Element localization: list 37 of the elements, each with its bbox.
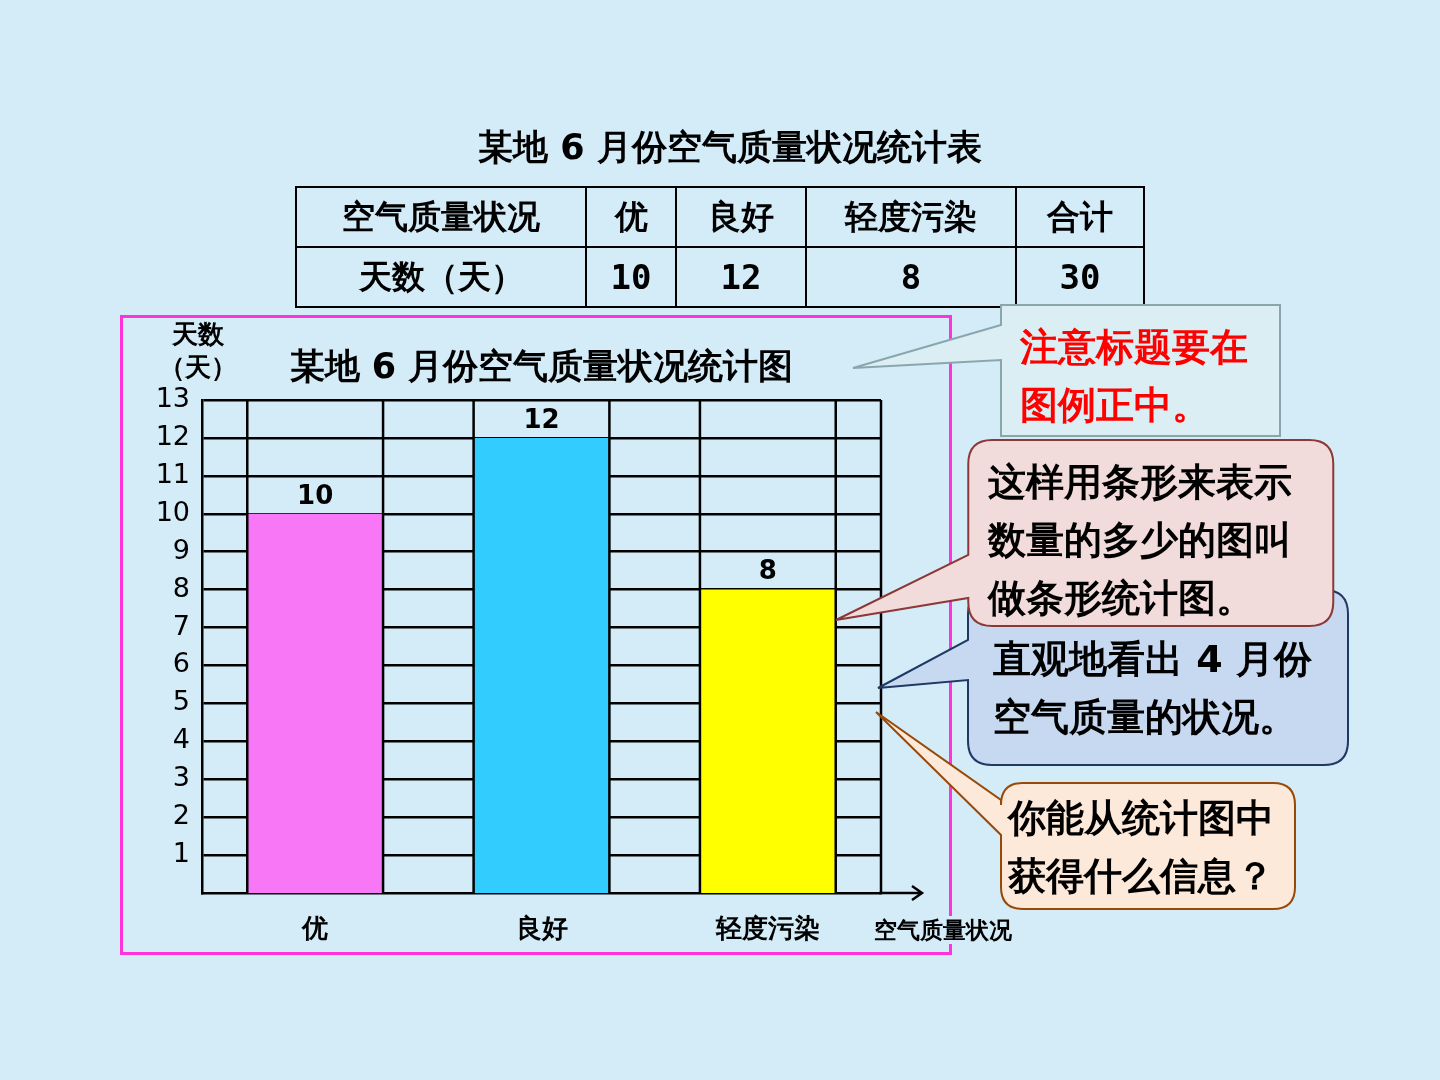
y-tick-label: 1 (172, 837, 190, 869)
category-label: 良好 (708, 196, 774, 236)
y-tick-label: 9 (172, 533, 190, 565)
y-tick-label: 7 (172, 609, 190, 641)
text: 12 (676, 247, 806, 307)
text: 10 (586, 247, 676, 307)
data-label: 8 (758, 555, 777, 586)
text: 直观地看出 4 月份空气质量的状况。 (993, 636, 1313, 741)
text: 某地 6 月份空气质量状况统计表 (478, 126, 982, 169)
text: 30 (1016, 247, 1144, 307)
y-axis-title: 天数（天） (158, 318, 238, 384)
x-axis-title: 空气质量状况 (872, 916, 1014, 944)
text: 这样用条形来表示数量的多少的图叫做条形统计图。 (988, 459, 1293, 622)
y-tick-label: 4 (172, 723, 190, 755)
x-tick-label: 优 (301, 913, 329, 944)
y-tick-label: 2 (172, 799, 190, 831)
text: 天数（天） (358, 256, 524, 296)
data-label: 10 (297, 479, 334, 510)
data-label: 12 (523, 403, 560, 434)
category-label: 轻度污染 (845, 196, 977, 236)
category-label: 优 (614, 196, 648, 236)
y-tick-label: 8 (172, 571, 190, 603)
y-tick-label: 10 (155, 495, 190, 527)
text: 8 (806, 247, 1016, 307)
text: 合计 (1016, 187, 1144, 247)
text: 空气质量状况 (342, 196, 540, 236)
y-tick-label: 12 (155, 419, 190, 451)
y-tick-label: 6 (172, 647, 190, 679)
y-tick-label: 13 (155, 382, 190, 414)
x-tick-label: 良好 (515, 913, 568, 944)
text: 你能从统计图中获得什么信息？ (1008, 795, 1275, 900)
x-tick-label: 轻度污染 (714, 913, 820, 944)
text: 注意标题要在图例正中。 (1020, 324, 1249, 429)
y-tick-label: 11 (155, 457, 190, 489)
y-tick-label: 5 (172, 685, 190, 717)
y-tick-label: 3 (172, 761, 190, 793)
chart-title: 某地 6 月份空气质量状况统计图 (289, 346, 794, 387)
